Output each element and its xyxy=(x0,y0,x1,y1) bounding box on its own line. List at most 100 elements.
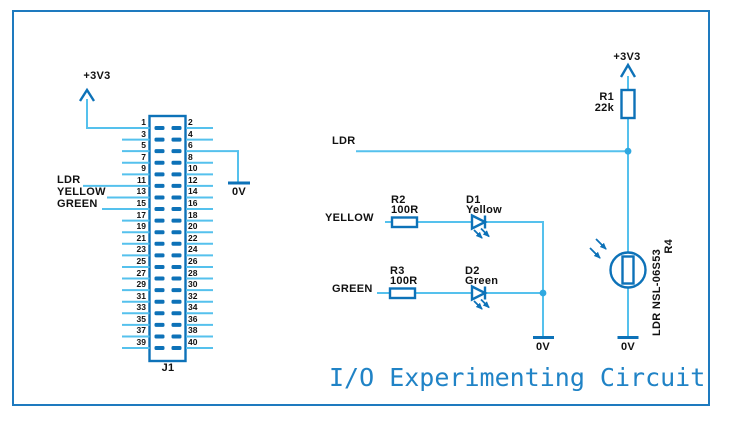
pin-contact xyxy=(171,218,182,223)
pin-contact xyxy=(171,264,182,269)
pin-contact xyxy=(171,276,182,281)
pin-contact xyxy=(154,149,165,154)
pin-number: 6 xyxy=(188,140,193,151)
pin-contact xyxy=(171,207,182,212)
pin-contact xyxy=(171,253,182,258)
ground-label: 0V xyxy=(535,341,551,353)
component-ref-r1: R1 xyxy=(599,91,614,103)
pin-number: 11 xyxy=(137,174,146,185)
pin-contact xyxy=(171,195,182,200)
pin-number: 17 xyxy=(136,209,146,220)
pin-number: 8 xyxy=(188,151,193,162)
pin-number: 23 xyxy=(136,244,146,255)
pin-number: 32 xyxy=(188,290,198,301)
pin-number: 38 xyxy=(188,325,198,336)
component-ref-r4: R4 xyxy=(663,239,675,254)
pin-contact xyxy=(171,160,182,165)
pin-contact xyxy=(154,346,165,351)
component-value-r3: 100R xyxy=(390,275,418,287)
pin-number: 13 xyxy=(136,186,146,197)
pin-contact xyxy=(154,218,165,223)
pin-contact xyxy=(154,322,165,327)
drawing-border xyxy=(12,10,710,406)
photoresistor-r4 xyxy=(589,238,647,289)
pin-number: 26 xyxy=(188,255,198,266)
connector-pins xyxy=(83,126,239,351)
light-arrow-icon xyxy=(589,247,601,259)
pin-number: 20 xyxy=(188,221,198,232)
emission-arrow-icon xyxy=(473,300,483,310)
pin-contact xyxy=(154,299,165,304)
pin-number: 35 xyxy=(136,313,146,324)
ground-label: 0V xyxy=(231,186,247,198)
pin-number: 40 xyxy=(188,337,198,348)
pin-contact xyxy=(171,183,182,188)
pin-number: 33 xyxy=(136,302,146,313)
pin-number: 29 xyxy=(136,279,146,290)
connector-body xyxy=(148,114,187,363)
pin-number: 16 xyxy=(188,198,198,209)
pin-contact xyxy=(154,253,165,258)
pin-number: 34 xyxy=(188,302,198,313)
component-value-r1: 22k xyxy=(594,102,614,114)
pin-contact xyxy=(154,160,165,165)
pin-number: 19 xyxy=(136,221,146,232)
pin-number: 22 xyxy=(188,232,198,243)
emission-arrow-icon xyxy=(480,227,490,238)
led-d2 xyxy=(470,284,490,310)
resistor-r1 xyxy=(620,88,636,120)
net-label-yellow: YELLOW xyxy=(57,186,106,198)
pin-number: 1 xyxy=(141,117,146,127)
pin-contact xyxy=(171,288,182,293)
pin-number: 7 xyxy=(141,151,146,162)
pin-contact xyxy=(171,126,182,130)
pin-number: 4 xyxy=(188,128,193,139)
power-rail-label: +3V3 xyxy=(613,51,641,63)
power-arrow-icon xyxy=(78,87,96,102)
pin-contact xyxy=(171,149,182,154)
pin-number: 14 xyxy=(188,186,198,197)
net-label-ldr: LDR xyxy=(332,135,356,147)
component-ref-r2: R2 xyxy=(391,194,406,206)
net-label-ldr: LDR xyxy=(57,174,81,186)
pin-number: 39 xyxy=(136,337,146,348)
pin-contact xyxy=(154,137,165,142)
power-rail-label: +3V3 xyxy=(83,70,111,82)
component-value-r2: 100R xyxy=(391,204,419,216)
pin-contact xyxy=(171,334,182,339)
pin-contact xyxy=(171,346,182,351)
pin-contact xyxy=(154,195,165,200)
pin-contact xyxy=(154,276,165,281)
junction-dot xyxy=(624,147,632,155)
led-d1 xyxy=(470,213,490,239)
pin-contact xyxy=(171,322,182,327)
ground-label: 0V xyxy=(620,341,636,353)
pin-number: 9 xyxy=(141,163,146,174)
component-ref-d1: D1 xyxy=(466,194,481,206)
pin-contact xyxy=(154,334,165,339)
pin-contact xyxy=(171,230,182,235)
component-value-r4: LDR NSL-06S53 xyxy=(651,248,663,336)
pin-contact xyxy=(171,137,182,142)
pin-number: 36 xyxy=(188,313,198,324)
pin-number: 28 xyxy=(188,267,198,278)
pin-number: 31 xyxy=(136,290,146,301)
component-value-d2: Green xyxy=(465,275,499,287)
pin-contact xyxy=(154,311,165,316)
pin-number: 10 xyxy=(188,163,198,174)
pin-contact xyxy=(154,207,165,212)
net-label-green: GREEN xyxy=(332,283,373,295)
pin-number: 27 xyxy=(136,267,146,278)
emission-arrow-icon xyxy=(473,229,483,239)
pin-contact xyxy=(171,172,182,177)
resistor-r3 xyxy=(388,287,417,300)
light-arrow-icon xyxy=(595,238,607,250)
pin-number: 15 xyxy=(136,198,146,209)
emission-arrow-icon xyxy=(480,298,490,309)
pin-number: 5 xyxy=(141,140,146,151)
pin-number: 25 xyxy=(136,255,146,266)
pin-contact xyxy=(154,230,165,235)
net-label-yellow: YELLOW xyxy=(325,212,374,224)
pin-number: 2 xyxy=(188,117,193,127)
